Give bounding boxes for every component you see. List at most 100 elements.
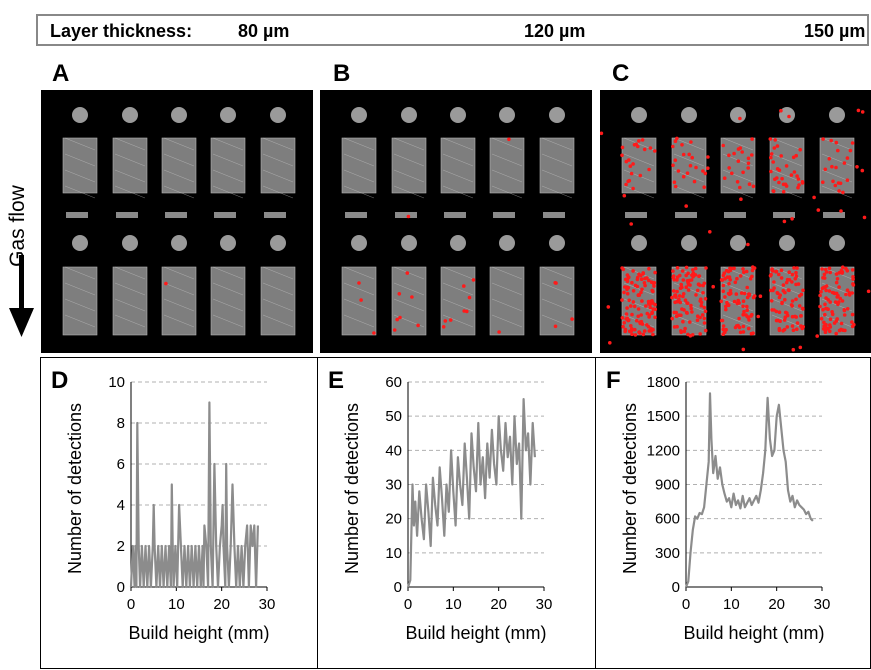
defect-marker <box>742 291 747 296</box>
defect-marker <box>787 114 791 119</box>
defect-marker <box>681 278 686 282</box>
cylinder-specimen <box>681 235 697 251</box>
defect-marker <box>699 297 703 301</box>
defect-marker <box>742 270 746 274</box>
x-tick-label: 0 <box>682 596 690 613</box>
cylinder-specimen <box>220 107 236 123</box>
defect-marker <box>787 270 791 274</box>
defect-marker <box>771 160 775 164</box>
defect-marker <box>850 320 854 324</box>
defect-marker <box>633 327 637 332</box>
defect-marker <box>746 161 751 166</box>
defect-marker <box>706 166 710 170</box>
defect-marker <box>829 138 833 143</box>
cylinder-specimen <box>171 235 187 251</box>
defect-marker <box>631 289 636 293</box>
defect-marker <box>690 273 694 277</box>
ct-image-a <box>41 90 313 353</box>
defect-marker <box>781 328 785 333</box>
defect-marker <box>671 269 675 273</box>
defect-marker <box>821 137 825 141</box>
defect-marker <box>683 298 688 302</box>
defect-marker <box>838 296 843 301</box>
defect-marker <box>652 284 656 288</box>
defect-marker <box>790 217 794 221</box>
defect-marker <box>769 152 774 156</box>
defect-marker <box>735 276 739 281</box>
cylinder-specimen <box>499 235 515 251</box>
defect-marker <box>741 267 745 271</box>
defect-marker <box>416 323 420 328</box>
defect-marker <box>741 324 746 329</box>
defect-marker <box>816 208 821 212</box>
defect-marker <box>784 164 789 168</box>
defect-marker <box>651 289 655 294</box>
defect-marker <box>679 313 683 318</box>
cylinder-specimen <box>220 235 236 251</box>
defect-marker <box>636 307 641 311</box>
defect-marker <box>681 152 686 157</box>
defect-marker <box>823 312 827 317</box>
defect-marker <box>781 283 786 287</box>
defect-marker <box>630 327 634 331</box>
defect-marker <box>828 323 832 327</box>
defect-marker <box>689 278 694 282</box>
defect-marker <box>682 308 686 312</box>
defect-marker <box>824 322 828 327</box>
defect-marker <box>467 295 472 300</box>
thin-wall-specimen <box>214 212 236 218</box>
defect-marker <box>642 281 647 285</box>
defect-marker <box>824 284 829 288</box>
defect-marker <box>834 291 839 296</box>
defect-marker <box>827 266 832 271</box>
defect-marker <box>825 306 829 311</box>
y-tick-label: 1200 <box>647 442 680 459</box>
y-tick-label: 600 <box>655 511 680 528</box>
defect-marker <box>790 280 794 284</box>
defect-marker <box>681 294 685 299</box>
y-tick-label: 2 <box>117 538 125 555</box>
series-line <box>406 397 536 588</box>
defect-marker <box>769 155 773 160</box>
y-tick-label: 0 <box>672 579 680 596</box>
defect-marker <box>796 185 800 190</box>
defect-marker <box>462 309 466 313</box>
defect-marker <box>693 266 698 271</box>
x-axis-label: Build height (mm) <box>405 623 546 643</box>
series-line <box>129 401 259 589</box>
defect-marker <box>747 292 752 297</box>
block-specimen <box>489 266 525 336</box>
ct-image-b <box>320 90 592 353</box>
defect-marker <box>687 152 691 157</box>
defect-marker <box>738 330 743 335</box>
defect-marker <box>673 158 678 162</box>
defect-marker <box>799 314 803 318</box>
defect-marker <box>671 289 676 293</box>
defect-marker <box>786 288 791 292</box>
cylinder-specimen <box>730 235 746 251</box>
defect-marker <box>679 282 683 287</box>
defect-marker <box>606 305 611 309</box>
defect-marker <box>798 345 803 350</box>
defect-marker <box>780 176 784 181</box>
defect-marker <box>670 316 674 321</box>
y-tick-label: 0 <box>394 579 402 596</box>
line-chart-svg: 0 2 4 6 8 10 0 10 20 30 Build height (mm) Number of… <box>51 367 275 643</box>
x-tick-label: 0 <box>127 596 135 613</box>
defect-marker <box>627 158 631 162</box>
defect-marker <box>828 329 832 334</box>
block-specimen <box>440 266 476 336</box>
cylinder-specimen <box>499 107 515 123</box>
defect-marker <box>739 291 744 295</box>
defect-marker <box>830 312 835 317</box>
defect-marker <box>624 317 628 321</box>
block-specimen <box>260 266 296 336</box>
defect-marker <box>779 268 784 272</box>
thin-wall-specimen <box>66 212 88 218</box>
defect-marker <box>748 276 753 281</box>
defect-marker <box>741 330 746 334</box>
defect-marker <box>738 274 743 278</box>
defect-marker <box>789 173 794 177</box>
defect-marker <box>650 299 654 303</box>
defect-marker <box>792 266 796 270</box>
